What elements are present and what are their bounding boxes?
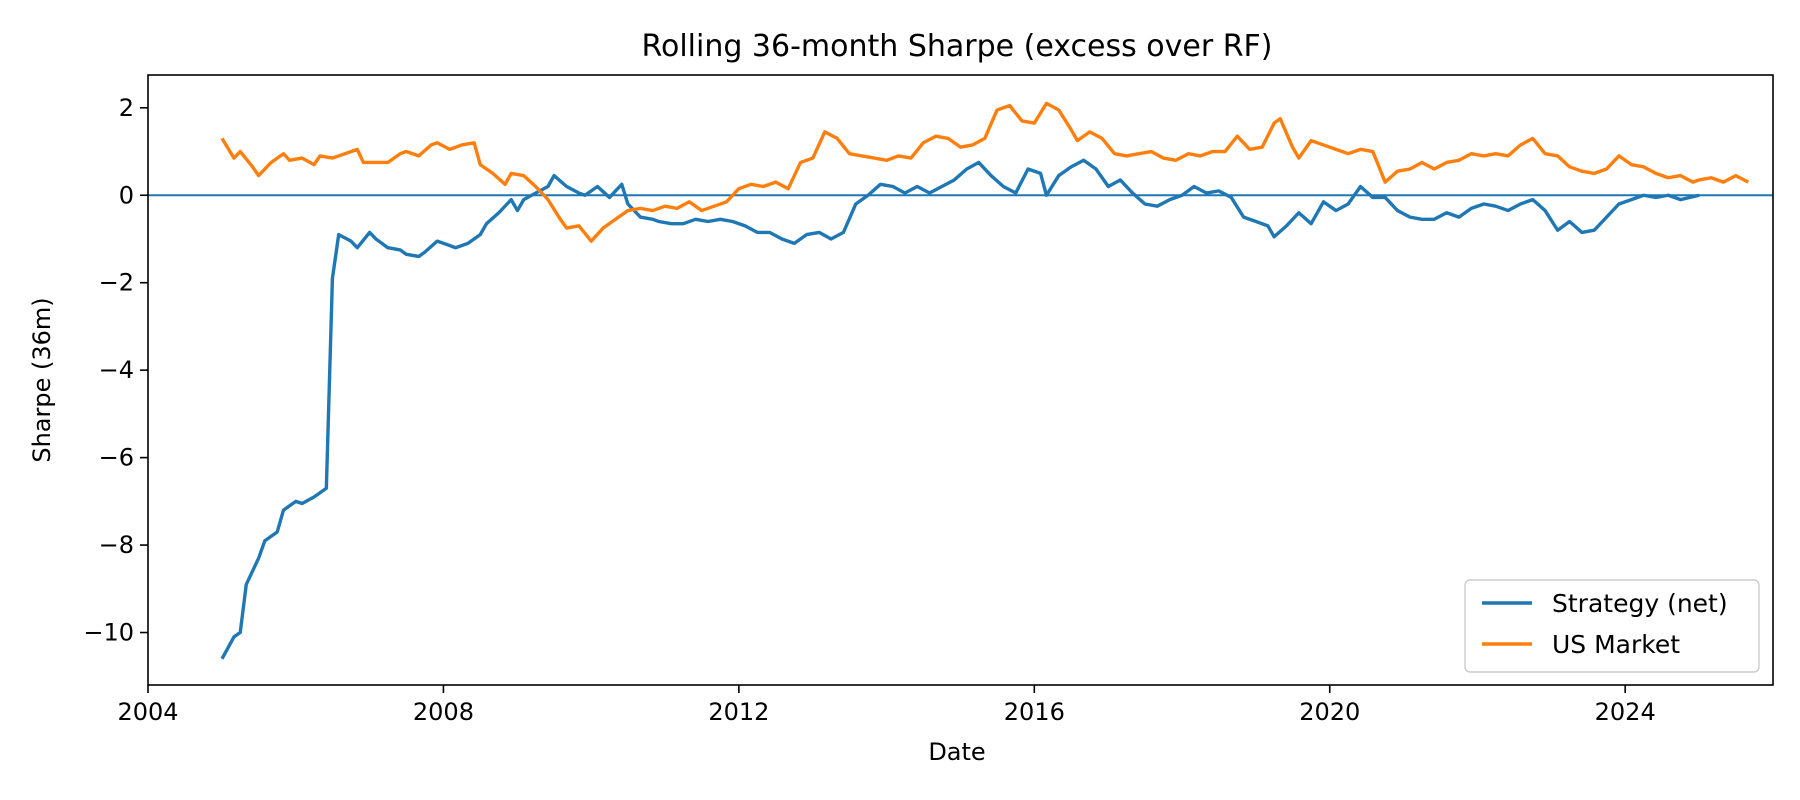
y-tick-label: −4 xyxy=(99,356,134,384)
x-tick-label: 2004 xyxy=(117,698,178,726)
y-tick-label: 2 xyxy=(119,94,134,122)
x-axis-label: Date xyxy=(928,738,985,766)
x-tick-label: 2012 xyxy=(708,698,769,726)
legend-box xyxy=(1464,579,1760,673)
plot-area xyxy=(148,101,1773,660)
x-tick-label: 2020 xyxy=(1299,698,1360,726)
legend-label-us-market: US Market xyxy=(1552,630,1680,659)
chart-title: Rolling 36-month Sharpe (excess over RF) xyxy=(641,29,1272,64)
series-line-strategy xyxy=(220,158,1700,660)
x-tick-label: 2008 xyxy=(413,698,474,726)
y-tick-label: −6 xyxy=(99,444,134,472)
x-tick-label: 2024 xyxy=(1595,698,1656,726)
x-axis-ticks: 2004 2008 2012 2016 2020 2024 xyxy=(117,685,1656,726)
y-tick-label: −8 xyxy=(99,531,134,559)
series-line-us-market xyxy=(220,101,1750,243)
y-tick-label: −2 xyxy=(99,269,134,297)
x-tick-label: 2016 xyxy=(1004,698,1065,726)
plot-frame xyxy=(147,74,1774,686)
y-tick-label: 0 xyxy=(119,181,134,209)
y-tick-label: −10 xyxy=(83,619,134,647)
legend: Strategy (net) US Market xyxy=(1464,579,1760,673)
legend-label-strategy: Strategy (net) xyxy=(1552,589,1728,618)
y-axis-ticks: 2 0 −2 −4 −6 −8 −10 xyxy=(83,94,148,647)
y-axis-label: Sharpe (36m) xyxy=(28,297,56,462)
